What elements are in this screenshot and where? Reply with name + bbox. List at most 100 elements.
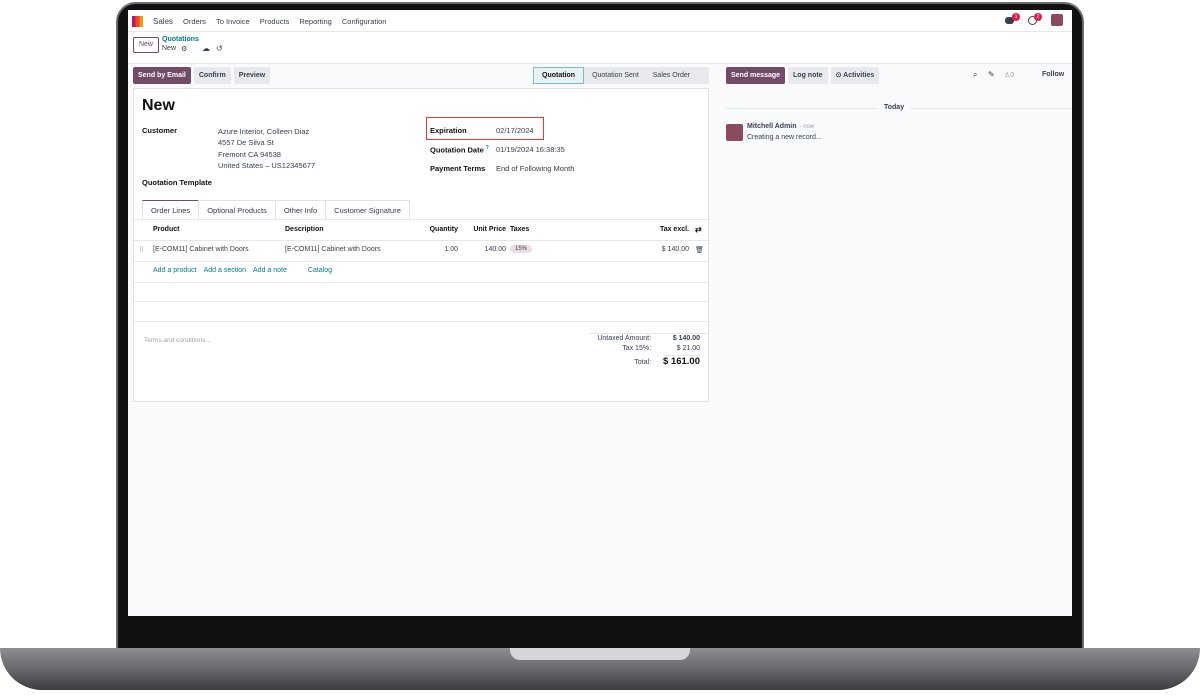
add-product-link[interactable]: Add a product (153, 267, 197, 274)
tab-customer-signature[interactable]: Customer Signature (325, 200, 410, 219)
messages-icon[interactable] (1005, 17, 1014, 24)
save-cloud-icon[interactable]: ☁ (202, 44, 210, 53)
follow-button[interactable]: Follow (1042, 71, 1065, 78)
action-buttons: Send by Email Confirm Preview (133, 67, 271, 84)
search-icon[interactable]: ⌕ (973, 70, 978, 79)
col-product[interactable]: Product (153, 226, 180, 233)
stage-quotation-sent[interactable]: Quotation Sent (592, 72, 639, 79)
terms-input[interactable]: Terms and conditions... (144, 337, 211, 344)
quotation-date-label-text: Quotation Date (430, 145, 484, 155)
breadcrumb-quotations[interactable]: Quotations (162, 36, 199, 43)
quotation-date-label: Quotation Date? (430, 145, 489, 155)
customer-field[interactable]: Azure Interior, Colleen Diaz 4557 De Sil… (218, 126, 315, 171)
message-avatar (726, 124, 743, 141)
total-label: Total: (634, 359, 652, 366)
col-unit-price[interactable]: Unit Price (473, 226, 506, 233)
send-by-email-button[interactable]: Send by Email (133, 67, 191, 84)
confirm-button[interactable]: Confirm (193, 67, 231, 84)
gear-icon[interactable]: ⚙ (181, 46, 188, 53)
menu-reporting[interactable]: Reporting (299, 16, 332, 26)
app-name[interactable]: Sales (153, 16, 174, 26)
quotation-date-field[interactable]: 01/19/2024 16:38:35 (496, 145, 565, 154)
menu-configuration[interactable]: Configuration (341, 16, 387, 26)
message-author[interactable]: Mitchell Admin (747, 123, 797, 130)
user-avatar[interactable] (1051, 14, 1063, 26)
menu-products[interactable]: Products (259, 16, 290, 26)
paperclip-icon[interactable]: ✎ (988, 70, 995, 79)
untaxed-label: Untaxed Amount: (597, 335, 652, 342)
message-header: Mitchell Admin - now (747, 123, 814, 130)
message-body: Creating a new record... (747, 134, 822, 141)
expiration-label: Expiration (430, 126, 467, 135)
tax-label: Tax 15%: (622, 345, 652, 352)
help-icon[interactable]: ? (485, 145, 489, 151)
customer-city: Fremont CA 94538 (218, 149, 281, 159)
expiration-highlight (426, 117, 544, 140)
breadcrumb-current: New (162, 45, 177, 52)
totals-block: Untaxed Amount: $ 140.00 Tax 15%: $ 21.0… (597, 335, 700, 367)
row-unit-price[interactable]: 140.00 (484, 246, 506, 253)
payment-terms-field[interactable]: End of Following Month (496, 164, 575, 173)
trash-icon[interactable]: 🗑 (695, 247, 704, 254)
message-time: - now (799, 124, 815, 130)
customer-name: Azure Interior, Colleen Diaz (218, 127, 310, 136)
main-menu: Sales Orders To Invoice Products Reporti… (132, 10, 386, 32)
customer-street: 4557 De Silva St (218, 138, 274, 148)
screen: Sales Orders To Invoice Products Reporti… (128, 10, 1072, 616)
catalog-link[interactable]: Catalog (307, 267, 333, 274)
tab-order-lines[interactable]: Order Lines (142, 200, 200, 219)
tab-other-info[interactable]: Other Info (274, 200, 327, 219)
laptop-notch (510, 648, 690, 660)
status-bar: Quotation Quotation Sent Sales Order (533, 67, 709, 84)
notebook-tabs: Order Lines Optional Products Other Info… (142, 200, 410, 219)
col-description[interactable]: Description (285, 226, 324, 233)
divider (134, 240, 710, 241)
send-message-button[interactable]: Send message (726, 67, 786, 84)
col-quantity[interactable]: Quantity (429, 226, 458, 233)
log-note-button[interactable]: Log note (788, 67, 828, 84)
row-product[interactable]: [E-COM11] Cabinet with Doors (153, 246, 249, 253)
followers-count: 0 (1010, 72, 1015, 79)
divider (134, 321, 710, 322)
activities-badge: 2 (1034, 13, 1042, 21)
table-row[interactable]: ⠿ [E-COM11] Cabinet with Doors [E-COM11]… (134, 241, 710, 261)
control-panel: New Quotations New ⚙ ☁ ↺ (128, 32, 1072, 64)
followers-button[interactable]: ♙0 (1004, 71, 1014, 79)
total-value: $ 161.00 (663, 355, 700, 367)
divider (134, 261, 710, 262)
top-navbar: Sales Orders To Invoice Products Reporti… (128, 10, 1072, 32)
column-settings-icon[interactable]: ⇄ (695, 225, 702, 234)
stage-quotation[interactable]: Quotation (533, 67, 585, 84)
row-tax-badge[interactable]: 15% (510, 245, 533, 253)
col-taxes[interactable]: Taxes (510, 226, 530, 233)
new-button[interactable]: New (133, 37, 159, 53)
customer-country-vat: United States – US12345677 (218, 160, 316, 170)
table-header: Product Description Quantity Unit Price … (134, 221, 710, 241)
menu-to-invoice[interactable]: To Invoice (215, 16, 250, 26)
activities-button[interactable]: ⊙ Activities (830, 67, 880, 84)
quotation-template-label: Quotation Template (142, 178, 212, 187)
activities-label: Activities (843, 72, 875, 79)
divider (134, 219, 710, 220)
add-note-link[interactable]: Add a note (253, 267, 287, 274)
menu-orders[interactable]: Orders (183, 16, 206, 26)
add-links: Add a product Add a section Add a note C… (153, 267, 332, 274)
preview-button[interactable]: Preview (233, 67, 271, 84)
col-tax-excl[interactable]: Tax excl. (659, 226, 689, 233)
add-section-link[interactable]: Add a section (203, 267, 247, 274)
form-sheet: New Customer Azure Interior, Colleen Dia… (133, 88, 710, 402)
chatter-buttons: Send message Log note ⊙ Activities (726, 67, 880, 84)
discard-icon[interactable]: ↺ (216, 44, 223, 53)
divider (134, 301, 710, 302)
messages-badge: 1 (1012, 13, 1020, 21)
drag-handle-icon[interactable]: ⠿ (139, 247, 145, 254)
divider (134, 282, 710, 283)
stage-sales-order[interactable]: Sales Order (652, 72, 691, 79)
tab-optional-products[interactable]: Optional Products (198, 200, 276, 219)
expiration-field[interactable]: 02/17/2024 (496, 126, 534, 135)
row-description[interactable]: [E-COM11] Cabinet with Doors (285, 246, 381, 253)
app-logo-icon[interactable] (132, 15, 143, 27)
customer-label: Customer (142, 126, 178, 135)
row-quantity[interactable]: 1.00 (444, 246, 458, 253)
untaxed-value: $ 140.00 (672, 335, 700, 342)
